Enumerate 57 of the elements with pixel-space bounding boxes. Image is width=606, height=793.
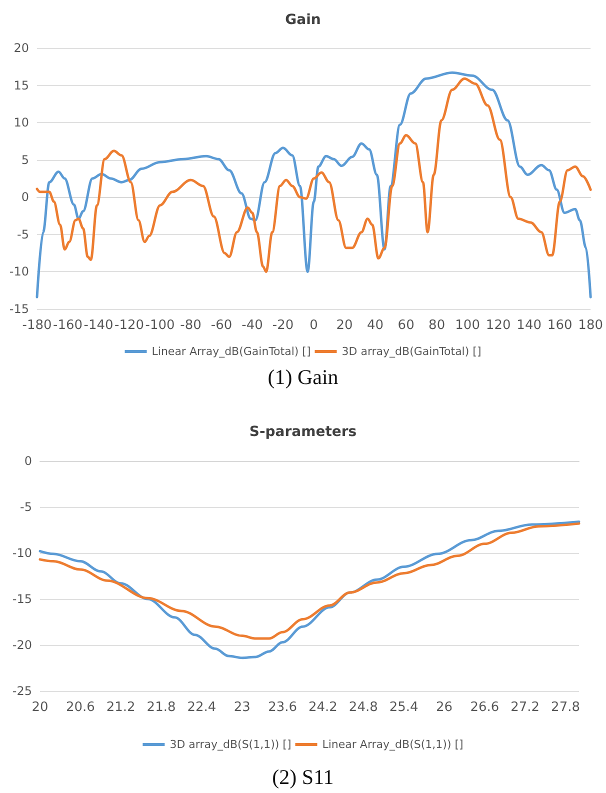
x-tick-label: 140 <box>516 318 542 333</box>
y-tick-label: 10 <box>14 116 29 130</box>
y-tick-label: 15 <box>14 78 29 92</box>
y-tick-label: 0 <box>21 190 29 204</box>
legend-label: 3D array_dB(GainTotal) [] <box>342 345 482 358</box>
text: (2) S11 <box>271 765 335 789</box>
x-tick-label: 23.6 <box>268 700 298 715</box>
x-tick-label: 180 <box>578 318 604 333</box>
x-tick-label: 24.2 <box>308 700 338 715</box>
y-tick-label: -25 <box>12 684 32 698</box>
x-tick-label: 26.6 <box>470 700 500 715</box>
x-tick-label: -80 <box>180 318 202 333</box>
x-tick-label: 20 <box>32 700 48 715</box>
x-tick-label: 27.2 <box>510 700 540 715</box>
y-tick-label: -15 <box>12 592 32 606</box>
y-tick-label: -10 <box>12 546 32 560</box>
y-tick-label: -20 <box>12 638 32 652</box>
x-tick-label: 40 <box>367 318 384 333</box>
text: (1) Gain <box>266 365 340 389</box>
line-series <box>38 522 580 640</box>
x-tick-label: 100 <box>455 318 480 333</box>
x-tick-label: -180 <box>22 318 52 333</box>
y-tick-label: -15 <box>9 302 29 316</box>
y-tick-label: -10 <box>9 264 29 279</box>
x-tick-label: 24.8 <box>348 700 378 715</box>
x-tick-label: 120 <box>486 318 511 333</box>
x-tick-label: 21.2 <box>106 700 136 715</box>
x-tick-label: 60 <box>398 318 414 333</box>
x-tick-label: 20 <box>336 318 353 333</box>
x-tick-label: 80 <box>428 318 446 333</box>
x-tick-label: -120 <box>114 318 144 333</box>
x-tick-label: 25.4 <box>389 700 418 715</box>
x-tick-label: 21.8 <box>146 700 176 715</box>
x-tick-label: 26 <box>436 700 453 715</box>
chart-title: S-parameters <box>249 424 357 440</box>
x-tick-label: 20.6 <box>66 700 95 715</box>
x-tick-label: 22.4 <box>187 700 216 715</box>
x-tick-label: -20 <box>272 318 294 333</box>
x-tick-label: 27.8 <box>551 700 580 715</box>
y-tick-label: 20 <box>14 41 29 55</box>
x-tick-label: -100 <box>145 318 175 333</box>
y-tick-label: -5 <box>20 500 32 514</box>
y-tick-label: 5 <box>21 152 29 167</box>
y-tick-label: 0 <box>24 454 32 468</box>
legend-label: Linear Array_dB(S(1,1)) [] <box>322 738 464 751</box>
line-series <box>38 520 580 660</box>
chart-title: Gain <box>285 12 321 28</box>
legend-label: 3D array_dB(S(1,1)) [] <box>170 738 292 751</box>
x-tick-label: 160 <box>547 318 572 333</box>
x-tick-label: -60 <box>210 318 232 333</box>
x-tick-label: 0 <box>310 318 318 333</box>
x-tick-label: -40 <box>242 318 263 333</box>
x-tick-label: -140 <box>84 318 114 333</box>
x-tick-label: 23 <box>234 700 250 715</box>
x-tick-label: -160 <box>52 318 83 333</box>
y-tick-label: -5 <box>17 227 29 242</box>
legend-label: Linear Array_dB(GainTotal) [] <box>152 345 311 358</box>
